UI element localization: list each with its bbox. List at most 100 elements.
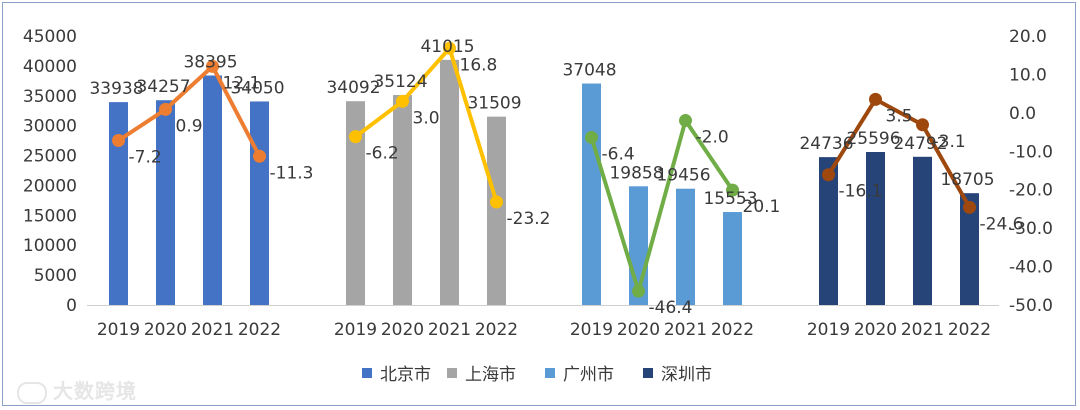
left-axis-tick: 0 — [66, 296, 77, 316]
bar-value-label: 15553 — [703, 189, 757, 209]
left-axis-tick: 15000 — [23, 206, 77, 226]
bar-value-label: 24792 — [893, 134, 947, 154]
chart-frame: 0 5000 10000 15000 20000 25000 30000 35000 40000… — [2, 2, 1076, 406]
x-tick-year: 2021 — [901, 320, 944, 340]
growth-value-label: 0.9 — [176, 116, 203, 136]
bar-value-label: 33938 — [89, 79, 143, 99]
growth-value-label: -6.4 — [602, 144, 635, 164]
bar-北京市-2021 — [203, 75, 222, 306]
bar-value-label: 25596 — [846, 129, 900, 149]
left-axis-tick: 20000 — [23, 176, 77, 196]
bar-广州市-2022 — [723, 212, 742, 305]
bar-value-label: 35124 — [373, 72, 427, 92]
right-axis-tick: -10.0 — [1009, 142, 1053, 162]
combo-chart: 0 5000 10000 15000 20000 25000 30000 35000 40000… — [23, 27, 1053, 385]
legend-label: 北京市 — [380, 365, 431, 385]
bar-深圳市-2019 — [819, 157, 838, 305]
x-tick-year: 2022 — [238, 320, 281, 340]
growth-value-label: 12.1 — [223, 73, 261, 93]
bar-value-label: 18705 — [940, 170, 994, 190]
right-axis-tick: 20.0 — [1009, 27, 1047, 47]
left-axis-tick: 45000 — [23, 27, 77, 47]
growth-point-深圳市-2020 — [869, 92, 882, 106]
growth-point-北京市-2019 — [112, 134, 125, 148]
legend-swatch-北京市 — [362, 368, 372, 378]
growth-point-北京市-2022 — [253, 149, 266, 163]
growth-line-广州市 — [589, 118, 735, 294]
growth-point-广州市-2021 — [679, 114, 692, 128]
x-tick-year: 2021 — [428, 320, 471, 340]
bar-深圳市-2020 — [866, 151, 885, 305]
bar-深圳市-2021 — [913, 156, 932, 305]
growth-value-label: -3.1 — [933, 132, 966, 152]
left-axis-tick: 40000 — [23, 57, 77, 77]
growth-value-label: -2.0 — [696, 128, 729, 148]
growth-value-label: -23.2 — [507, 209, 551, 229]
growth-point-上海市-2022 — [490, 195, 503, 209]
growth-value-label: 16.8 — [460, 55, 498, 75]
watermark-logo-icon — [17, 381, 47, 404]
growth-value-label: -16.1 — [839, 182, 883, 202]
x-tick-year: 2020 — [144, 320, 187, 340]
bar-value-label: 34257 — [136, 77, 190, 97]
left-axis-tick: 25000 — [23, 147, 77, 167]
bar-北京市-2019 — [109, 102, 128, 305]
bar-北京市-2022 — [250, 101, 269, 305]
legend-label: 广州市 — [563, 365, 614, 385]
growth-point-北京市-2021 — [206, 59, 219, 73]
growth-value-label: -11.3 — [270, 163, 314, 183]
left-axis-tick: 5000 — [34, 266, 77, 286]
growth-point-上海市-2020 — [396, 94, 409, 108]
growth-value-label: -7.2 — [129, 148, 162, 168]
growth-line-北京市 — [117, 64, 262, 158]
bar-value-label: 37048 — [562, 61, 616, 81]
bar-深圳市-2022 — [960, 193, 979, 305]
growth-value-label: -24.6 — [980, 214, 1024, 234]
left-axis-tick: 35000 — [23, 87, 77, 107]
x-tick-year: 2020 — [381, 320, 424, 340]
growth-point-深圳市-2021 — [916, 118, 929, 132]
x-tick-year: 2021 — [664, 320, 707, 340]
growth-line-深圳市 — [826, 97, 972, 209]
x-tick-year: 2022 — [475, 320, 518, 340]
bar-value-label: 34092 — [326, 78, 380, 98]
right-axis-tick: -30.0 — [1009, 219, 1053, 239]
left-axis-tick: 30000 — [23, 117, 77, 137]
growth-point-上海市-2021 — [443, 41, 456, 55]
bar-上海市-2021 — [440, 59, 459, 306]
growth-point-广州市-2020 — [632, 284, 645, 298]
x-tick-year: 2019 — [334, 320, 377, 340]
bar-value-label: 38395 — [183, 52, 237, 72]
bar-value-label: 34050 — [230, 78, 284, 98]
bar-value-label: 31509 — [467, 94, 521, 114]
legend-label: 上海市 — [465, 365, 516, 385]
legend-swatch-广州市 — [545, 368, 555, 378]
right-axis-tick: -40.0 — [1009, 258, 1053, 278]
bar-value-label: 19858 — [609, 163, 663, 183]
bar-value-label: 24736 — [799, 134, 853, 154]
x-tick-year: 2020 — [854, 320, 897, 340]
bar-上海市-2019 — [346, 101, 365, 305]
growth-point-上海市-2019 — [349, 130, 362, 144]
left-axis-tick: 10000 — [23, 236, 77, 256]
watermark: 大数跨境 — [17, 375, 137, 404]
growth-point-北京市-2020 — [159, 102, 172, 116]
bar-上海市-2022 — [487, 116, 506, 305]
growth-line-上海市 — [354, 46, 499, 203]
growth-value-label: 3.0 — [413, 108, 440, 128]
growth-point-广州市-2022 — [726, 183, 739, 197]
x-tick-year: 2022 — [948, 320, 991, 340]
growth-point-深圳市-2019 — [822, 168, 835, 182]
bar-value-label: 19456 — [656, 166, 710, 186]
watermark-text: 大数跨境 — [53, 379, 137, 403]
bar-value-label: 41015 — [420, 37, 474, 57]
right-axis-tick: -50.0 — [1009, 296, 1053, 316]
growth-value-label: 3.5 — [886, 106, 913, 126]
legend-swatch-深圳市 — [643, 368, 653, 378]
x-tick-year: 2022 — [711, 320, 754, 340]
right-axis-tick: -20.0 — [1009, 181, 1053, 201]
growth-value-label: -6.2 — [366, 144, 399, 164]
x-tick-year: 2019 — [807, 320, 850, 340]
x-tick-year: 2019 — [570, 320, 613, 340]
right-axis-tick: 10.0 — [1009, 65, 1047, 85]
